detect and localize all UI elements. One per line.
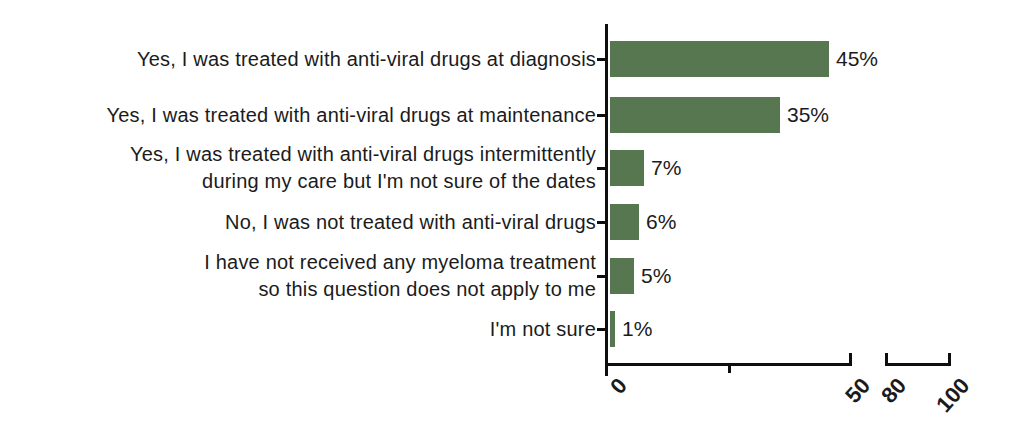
y-category-tick (597, 167, 607, 170)
category-label: Yes, I was treated with anti-viral drugs… (107, 102, 596, 129)
bar-value-label: 45% (836, 47, 878, 71)
x-tick-100 (948, 353, 951, 364)
category-label-line: during my care but I'm not sure of the d… (130, 168, 596, 195)
x-minor-tick-25 (728, 366, 731, 373)
x-tick-label: 80 (876, 373, 912, 409)
category-label: I have not received any myeloma treatmen… (204, 249, 596, 303)
y-category-tick (597, 114, 607, 117)
x-tick-label: 100 (931, 373, 975, 418)
category-label: I'm not sure (490, 316, 596, 343)
bar-value-label: 5% (641, 264, 671, 288)
category-label-line: Yes, I was treated with anti-viral drugs… (130, 141, 596, 168)
y-category-tick (597, 328, 607, 331)
category-label-line: No, I was not treated with anti-viral dr… (225, 209, 596, 236)
x-tick-50 (849, 353, 852, 364)
category-label: No, I was not treated with anti-viral dr… (225, 209, 596, 236)
x-tick-label: 0 (605, 373, 633, 400)
bar (610, 311, 615, 347)
category-label-line: I'm not sure (490, 316, 596, 343)
category-label-line: I have not received any myeloma treatmen… (204, 249, 596, 276)
bar (610, 41, 829, 77)
category-label: Yes, I was treated with anti-viral drugs… (137, 46, 596, 73)
bar-value-label: 1% (622, 317, 652, 341)
x-tick-label: 50 (840, 373, 876, 409)
category-label: Yes, I was treated with anti-viral drugs… (130, 141, 596, 195)
bar (610, 150, 644, 186)
bar (610, 204, 639, 240)
bar-value-label: 35% (787, 103, 829, 127)
bar (610, 97, 780, 133)
category-label-line: Yes, I was treated with anti-viral drugs… (137, 46, 596, 73)
x-tick-80 (885, 353, 888, 364)
bar (610, 258, 634, 294)
bar-value-label: 6% (646, 210, 676, 234)
category-label-line: Yes, I was treated with anti-viral drugs… (107, 102, 596, 129)
x-axis-segment-2 (885, 363, 951, 366)
y-category-tick (597, 275, 607, 278)
y-category-tick (597, 58, 607, 61)
y-axis-line (605, 24, 608, 376)
bar-chart: 45% Yes, I was treated with anti-viral dr… (0, 0, 1024, 433)
bar-value-label: 7% (651, 156, 681, 180)
category-label-line: so this question does not apply to me (204, 276, 596, 303)
y-category-tick (597, 221, 607, 224)
